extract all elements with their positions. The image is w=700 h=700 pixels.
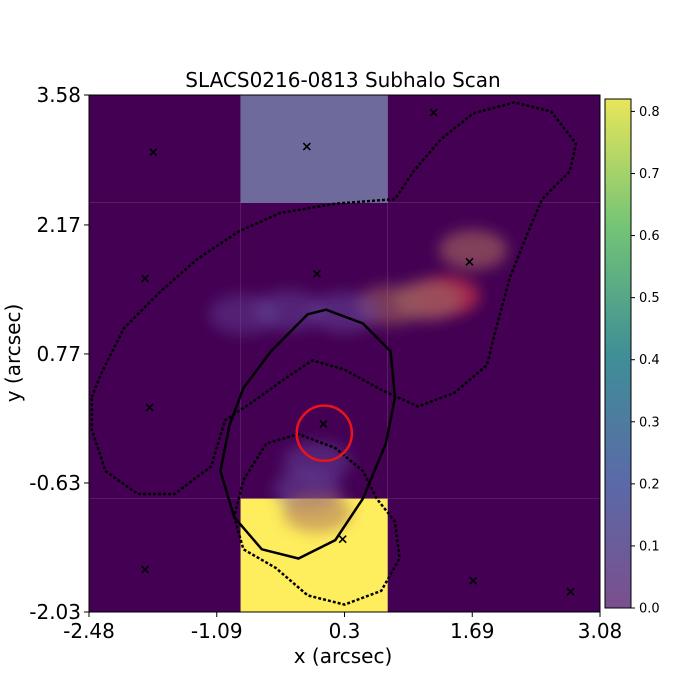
scan-marker (140, 274, 150, 283)
scan-marker (465, 257, 474, 266)
colorbar-tick-label: 0.6 (639, 229, 660, 244)
y-tick-label: 0.77 (36, 342, 81, 366)
colorbar-tick-label: 0.1 (639, 539, 660, 554)
scan-cell (89, 202, 241, 499)
scan-marker (469, 576, 478, 585)
chart-title: SLACS0216-0813 Subhalo Scan (185, 68, 500, 92)
critical-curves-layer (90, 101, 578, 606)
scan-marker (312, 269, 321, 278)
colorbar-tick-label: 0.0 (639, 602, 660, 617)
colorbar-tick-label: 0.5 (639, 291, 660, 306)
colorbar-tick-label: 0.2 (639, 477, 660, 492)
outer-critical-curve (90, 101, 578, 496)
colorbar-tick-label: 0.7 (639, 167, 660, 182)
emission-blob (439, 229, 508, 270)
x-tick-label: 0.3 (329, 619, 361, 643)
inner-critical-curve (232, 432, 401, 606)
colorbar-tick-label: 0.3 (639, 415, 660, 430)
colorbar: 0.0 0.1 0.2 0.3 0.4 0.5 0.6 0.7 0.8 (604, 98, 660, 617)
emission-blob (282, 492, 351, 533)
scan-marker (566, 587, 575, 596)
colorbar-gradient (604, 98, 632, 609)
selected-subhalo-circle (295, 404, 354, 463)
x-tick-label: -2.48 (63, 619, 115, 643)
caustic-curve (219, 308, 397, 560)
scan-marker (145, 403, 154, 412)
y-tick-label: 2.17 (36, 213, 81, 237)
emission-blob (209, 294, 278, 335)
scan-marker (429, 108, 438, 117)
colorbar-tick-label: 0.4 (639, 353, 660, 368)
y-tick-label: -0.63 (29, 471, 81, 495)
x-axis: -2.48 -1.09 0.3 1.69 3.08 (63, 612, 622, 643)
scan-cell (387, 95, 600, 203)
y-axis-label: y (arcsec) (1, 304, 25, 403)
y-axis: -2.03 -0.63 0.77 2.17 3.58 (29, 83, 89, 624)
scan-marker (302, 142, 311, 151)
x-tick-label: -1.09 (191, 619, 243, 643)
scan-cells-layer (89, 95, 600, 612)
scan-marker (319, 419, 328, 429)
x-axis-label: x (arcsec) (294, 644, 393, 668)
colorbar-tick-label: 0.8 (639, 105, 660, 120)
scan-cell (387, 498, 600, 612)
scan-cell (89, 95, 241, 203)
scan-marker (140, 565, 150, 574)
x-tick-label: 3.08 (578, 619, 623, 643)
scan-marker (149, 148, 158, 157)
scan-cell (89, 498, 241, 612)
markers-layer (140, 108, 575, 596)
y-tick-label: 3.58 (36, 83, 81, 107)
x-tick-label: 1.69 (450, 619, 495, 643)
arc-emission-layer (209, 229, 508, 533)
plot-area (89, 95, 600, 612)
y-tick-label: -2.03 (29, 600, 81, 624)
scan-cell (240, 95, 388, 203)
scan-marker (338, 535, 347, 544)
colorbar-ticks: 0.0 0.1 0.2 0.3 0.4 0.5 0.6 0.7 0.8 (631, 105, 660, 617)
